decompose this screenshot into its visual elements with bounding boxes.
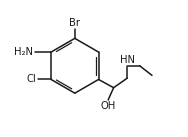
Text: OH: OH [101, 101, 116, 111]
Text: Br: Br [69, 18, 80, 28]
Text: H₂N: H₂N [14, 47, 33, 57]
Text: Cl: Cl [26, 75, 36, 84]
Text: HN: HN [120, 55, 135, 65]
